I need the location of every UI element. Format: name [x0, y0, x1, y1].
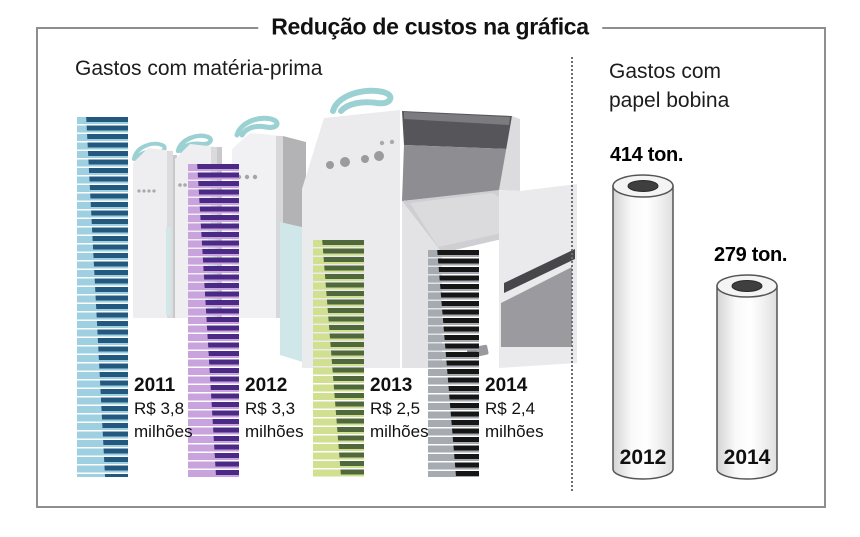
bar-value: R$ 2,4	[485, 399, 536, 418]
material-bar-2014	[428, 250, 479, 477]
bar-value: R$ 3,3	[245, 399, 296, 418]
roll-core-hole	[731, 280, 763, 292]
left-section-subtitle: Gastos com matéria-prima	[75, 57, 323, 80]
bar-label-2011: 2011 R$ 3,8 milhões	[134, 374, 244, 443]
bar-year: 2013	[370, 375, 413, 396]
right-subtitle-line1: Gastos com	[609, 60, 722, 83]
bar-year: 2014	[485, 375, 528, 396]
roll-core-hole	[627, 180, 659, 192]
right-subtitle-line2: papel bobina	[609, 89, 730, 112]
bar-year: 2012	[245, 375, 288, 396]
bar-year: 2011	[134, 375, 176, 396]
press-handle-icon	[234, 115, 280, 138]
dotted-divider	[571, 57, 573, 491]
press-delivery-slot	[504, 249, 575, 293]
bar-value: R$ 3,8	[134, 399, 185, 418]
bar-unit: milhões	[134, 422, 193, 441]
bar-unit: milhões	[245, 422, 304, 441]
bar-label-2014: 2014 R$ 2,4 milhões	[485, 374, 595, 443]
bar-unit: milhões	[370, 422, 429, 441]
bar-unit: milhões	[485, 422, 544, 441]
chart-title: Redução de custos na gráfica	[258, 13, 602, 41]
material-bar-2012	[188, 164, 239, 477]
material-bar-2011	[77, 117, 128, 477]
paper-roll-2012: 2012	[612, 174, 674, 480]
material-bar-2013	[313, 240, 364, 477]
paper-roll-2014: 2014	[716, 274, 778, 480]
roll-tonnage-label-2012: 414 ton.	[610, 144, 684, 166]
press-handle-icon	[330, 87, 394, 114]
roll-year-label: 2012	[620, 446, 667, 469]
bar-label-2013: 2013 R$ 2,5 milhões	[370, 374, 480, 443]
press-handle-icon	[175, 133, 213, 154]
roll-tonnage-label-2014: 279 ton.	[714, 244, 788, 266]
right-section-subtitle: Gastos com papel bobina	[609, 57, 729, 115]
roll-year-label: 2014	[724, 446, 771, 469]
bar-label-2012: 2012 R$ 3,3 milhões	[245, 374, 355, 443]
bar-value: R$ 2,5	[370, 399, 421, 418]
